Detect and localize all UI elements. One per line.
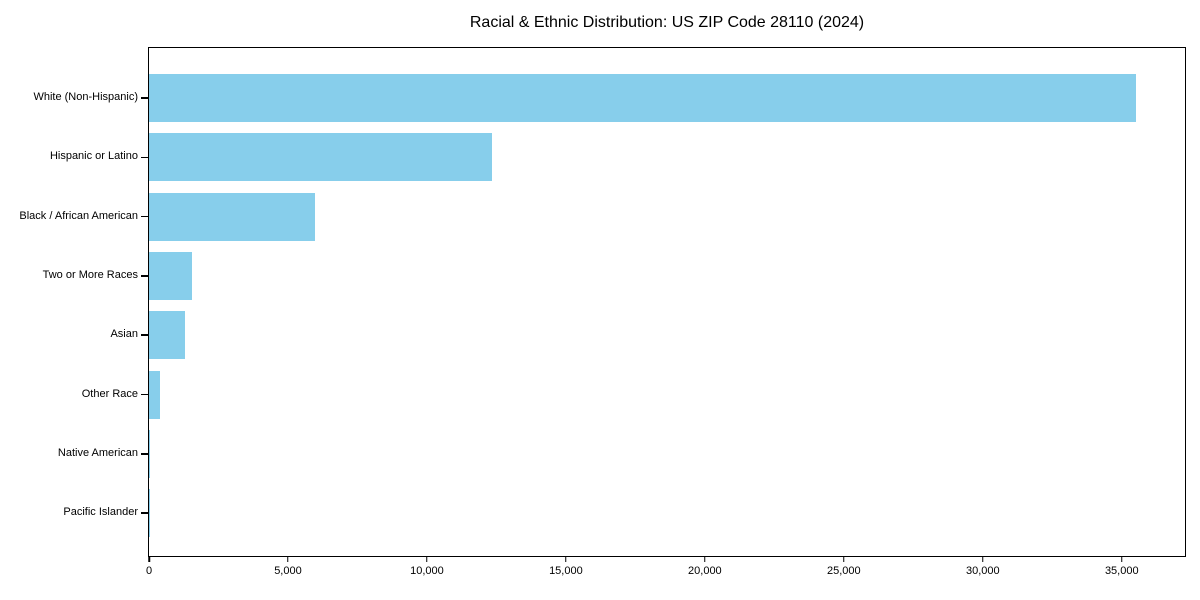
y-tick-label: Asian xyxy=(110,328,138,341)
y-axis-labels: White (Non-Hispanic) Hispanic or Latino Bl… xyxy=(0,47,138,557)
x-tick-label: 20,000 xyxy=(688,565,722,577)
x-tick-label: 35,000 xyxy=(1104,565,1139,577)
x-tick-mark xyxy=(565,556,567,562)
y-tick-mark xyxy=(141,275,148,277)
x-tick-mark xyxy=(287,556,289,562)
x-tick-mark xyxy=(1121,556,1123,562)
y-tick-label: Other Race xyxy=(81,387,138,400)
y-tick-mark xyxy=(141,334,148,336)
x-tick-mark xyxy=(704,556,706,562)
bar-white-non-hispanic xyxy=(149,74,1136,122)
y-tick-mark xyxy=(141,512,148,514)
x-tick-mark xyxy=(426,556,428,562)
x-tick-mark xyxy=(148,556,150,562)
chart-title: Racial & Ethnic Distribution: US ZIP Cod… xyxy=(469,14,865,31)
bar-hispanic-or-latino xyxy=(149,133,492,182)
x-tick-label: 25,000 xyxy=(827,565,861,577)
y-tick-label: Native American xyxy=(57,446,138,459)
y-tick-label: White (Non-Hispanic) xyxy=(33,91,138,103)
x-tick-label: 0 xyxy=(145,565,153,577)
bar-pacific-islander xyxy=(149,489,150,538)
y-tick-mark xyxy=(141,393,148,396)
bar-two-or-more-races xyxy=(149,251,193,300)
x-tick-label: 5,000 xyxy=(274,565,302,577)
plot-area: 0 5,000 10,000 15,000 20,000 25,000 30,000 35,0… xyxy=(141,47,1186,577)
bar-black-african-american xyxy=(149,192,316,241)
y-tick-mark xyxy=(141,453,148,455)
x-tick-mark xyxy=(982,556,984,562)
y-tick-label: Two or More Races xyxy=(42,268,138,281)
y-tick-label: Pacific Islander xyxy=(63,506,138,519)
y-tick-mark xyxy=(141,156,148,159)
y-tick-label: Hispanic or Latino xyxy=(49,150,138,163)
bar-asian xyxy=(149,311,185,360)
x-tick-label: 15,000 xyxy=(549,565,583,577)
x-tick-label: 10,000 xyxy=(410,565,444,577)
y-tick-mark xyxy=(141,97,148,99)
x-tick-label: 30,000 xyxy=(965,565,1000,577)
y-tick-label: Black / African American xyxy=(19,209,138,222)
bar-other-race xyxy=(149,370,160,419)
x-tick-mark xyxy=(843,556,845,562)
y-tick-mark xyxy=(141,215,148,218)
bar-native-american xyxy=(149,429,151,478)
